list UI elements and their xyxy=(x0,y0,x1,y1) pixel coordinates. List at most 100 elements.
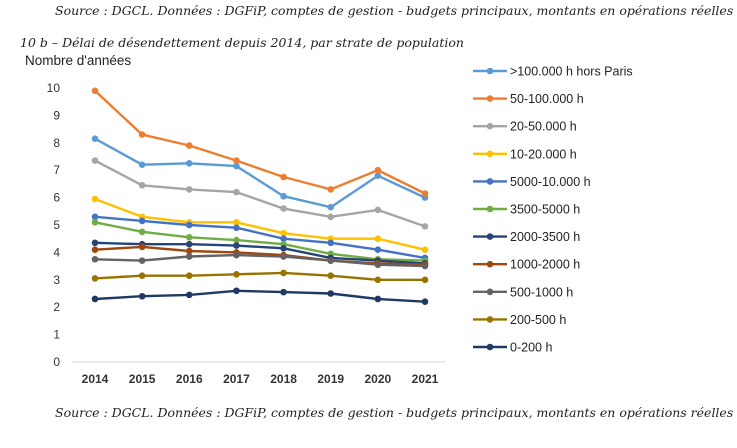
data-point xyxy=(421,276,429,284)
source-note-top: Source : DGCL. Données : DGFiP, comptes … xyxy=(55,3,734,18)
data-point xyxy=(233,271,240,278)
data-point xyxy=(280,244,287,252)
legend-swatch-marker xyxy=(486,122,494,130)
data-point xyxy=(185,291,193,299)
legend-label: 500-1000 h xyxy=(510,285,573,299)
legend-entry: 1000-2000 h xyxy=(473,258,580,272)
x-tick-label: 2016 xyxy=(176,372,203,386)
data-point xyxy=(91,87,99,95)
legend-entry: 3500-5000 h xyxy=(473,203,580,217)
legend: >100.000 h hors Paris 50-100.000 h 20-50.0… xyxy=(473,65,633,355)
x-tick-label: 2020 xyxy=(365,372,392,386)
series-layer xyxy=(91,87,429,306)
data-point xyxy=(138,228,146,236)
legend-label: 10-20.000 h xyxy=(510,147,577,161)
series-line xyxy=(94,253,426,268)
legend-entry: 200-500 h xyxy=(473,313,566,327)
legend-label: 2000-3500 h xyxy=(510,230,580,244)
series-line xyxy=(94,159,426,228)
series-line xyxy=(94,271,425,281)
data-point xyxy=(327,239,335,247)
legend-label: >100.000 h hors Paris xyxy=(510,65,633,79)
data-point xyxy=(233,218,240,226)
data-point xyxy=(91,295,99,303)
data-point xyxy=(138,292,146,300)
source-note-bottom: Source : DGCL. Données : DGFiP, comptes … xyxy=(55,405,734,420)
data-point xyxy=(374,261,382,269)
legend-swatch-marker xyxy=(486,67,494,75)
series-line xyxy=(94,221,426,262)
data-point xyxy=(138,161,146,169)
data-point xyxy=(138,257,146,264)
series-4 xyxy=(91,195,429,253)
data-point xyxy=(185,221,193,229)
data-point xyxy=(374,235,382,242)
x-tick-label: 2015 xyxy=(129,372,156,386)
data-point xyxy=(185,234,193,241)
data-point xyxy=(421,190,429,197)
legend-swatch-marker xyxy=(486,95,494,102)
data-point xyxy=(233,287,240,295)
data-point xyxy=(138,243,146,251)
y-tick-label: 8 xyxy=(53,136,60,150)
data-point xyxy=(280,269,287,277)
y-tick-label: 1 xyxy=(53,328,60,342)
legend-entry: 50-100.000 h xyxy=(473,92,584,106)
data-point xyxy=(421,298,429,306)
x-tick-label: 2014 xyxy=(82,372,109,386)
series-3 xyxy=(91,157,429,230)
x-tick-label: 2017 xyxy=(223,372,250,386)
data-point xyxy=(421,246,429,253)
legend-entry: 20-50.000 h xyxy=(473,120,577,134)
data-point xyxy=(91,275,99,282)
data-point xyxy=(327,203,335,211)
legend-label: 50-100.000 h xyxy=(510,92,584,106)
data-point xyxy=(185,253,193,260)
legend-label: 1000-2000 h xyxy=(510,258,580,272)
legend-swatch-marker xyxy=(486,233,494,240)
data-point xyxy=(280,288,287,296)
legend-entry: 10-20.000 h xyxy=(473,147,577,161)
data-point xyxy=(91,255,99,263)
data-point xyxy=(91,195,99,203)
data-point xyxy=(280,253,287,260)
series-9 xyxy=(91,251,429,270)
legend-swatch-marker xyxy=(486,178,494,185)
data-point xyxy=(185,142,193,149)
y-tick-label: 3 xyxy=(53,273,60,287)
x-tick-label: 2018 xyxy=(270,372,297,386)
y-tick-label: 2 xyxy=(53,300,60,314)
data-point xyxy=(327,213,335,221)
data-point xyxy=(327,257,335,264)
legend-label: 3500-5000 h xyxy=(510,203,580,217)
y-tick-label: 7 xyxy=(53,163,60,177)
data-point xyxy=(91,157,99,164)
y-tick-label: 4 xyxy=(53,245,60,259)
y-tick-label: 0 xyxy=(53,355,60,369)
chart-title: 10 b – Délai de désendettement depuis 20… xyxy=(20,35,464,50)
data-point xyxy=(280,173,287,181)
data-point xyxy=(374,172,382,179)
legend-label: 0-200 h xyxy=(510,341,552,355)
data-point xyxy=(185,247,193,255)
data-point xyxy=(185,160,193,167)
y-tick-label: 5 xyxy=(53,218,60,232)
series-line xyxy=(94,215,426,260)
legend-entry: 5000-10.000 h xyxy=(473,175,591,189)
data-point xyxy=(138,217,146,225)
data-point xyxy=(233,251,240,259)
data-point xyxy=(138,131,146,138)
data-point xyxy=(138,272,146,279)
data-point xyxy=(185,272,193,279)
data-point xyxy=(233,242,240,249)
y-tick-label: 9 xyxy=(53,108,60,122)
x-tick-label: 2019 xyxy=(317,372,344,386)
data-point xyxy=(233,157,240,164)
series-10 xyxy=(91,269,429,284)
legend-swatch-marker xyxy=(486,288,494,296)
y-tick-label: 6 xyxy=(53,191,60,205)
data-point xyxy=(233,236,240,244)
data-point xyxy=(280,235,287,242)
data-point xyxy=(327,290,335,297)
